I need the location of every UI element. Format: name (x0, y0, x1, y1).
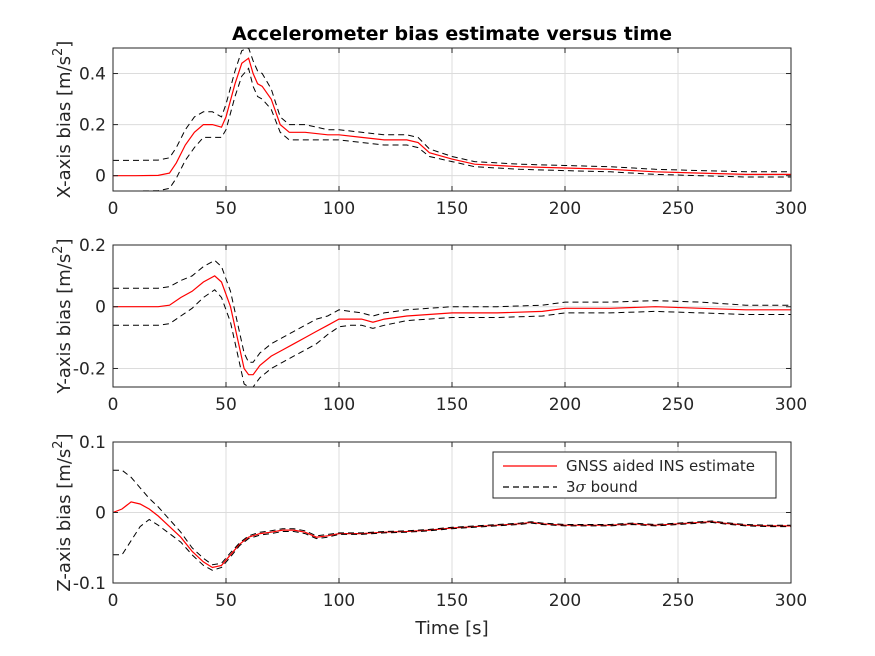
y-axis-label: X-axis bias [m/s2] (51, 41, 75, 199)
y-tick-label: 0.2 (79, 236, 106, 256)
x-tick-label: 250 (662, 591, 694, 611)
x-tick-label: 150 (436, 199, 468, 219)
x-tick-label: 200 (549, 591, 581, 611)
y-axis-label: Y-axis bias [m/s2] (51, 238, 75, 394)
x-tick-label: 300 (775, 591, 807, 611)
x-axis-label: Time [s] (414, 618, 488, 639)
x-tick-label: 250 (662, 395, 694, 415)
x-tick-label: 0 (108, 395, 119, 415)
y-tick-label: 0 (95, 167, 106, 187)
y-axis-label: Z-axis bias [m/s2] (51, 433, 75, 591)
subplot-2: 0 50 100 150 200 250 300-0.200.2Y-axis bias [m… (51, 236, 807, 415)
subplot-3: 0 50 100 150 200 250 300-0.100.1Z-axis bias [m… (51, 433, 807, 639)
legend: GNSS aided INS estimate 3σ bound (492, 451, 777, 499)
bound-line-2 (113, 469, 791, 566)
y-tick-label: -0.2 (73, 359, 106, 379)
y-tick-label: 0.1 (79, 433, 106, 453)
x-tick-label: 250 (662, 199, 694, 219)
x-tick-label: 150 (436, 395, 468, 415)
x-tick-label: 100 (323, 395, 355, 415)
y-tick-label: 0.2 (79, 116, 106, 136)
y-tick-label: 0.4 (79, 65, 106, 85)
series-group (113, 259, 791, 387)
legend-box (492, 451, 777, 499)
estimate-line-1 (113, 57, 791, 177)
legend-label-1: GNSS aided INS estimate (566, 457, 755, 475)
series-group (113, 469, 791, 571)
x-tick-label: 50 (215, 199, 237, 219)
y-tick-label: 0 (95, 298, 106, 318)
series-group (113, 48, 791, 191)
bound-line-3 (113, 289, 791, 387)
x-tick-label: 200 (549, 199, 581, 219)
subplot-1: 0 50 100 150 200 250 300 0 0.2 0.4X-axis bias [m/… (51, 41, 807, 219)
y-tick-label: -0.1 (73, 574, 106, 594)
y-tick-label: 0 (95, 504, 106, 524)
bound-line-2 (113, 259, 791, 363)
x-tick-label: 50 (215, 395, 237, 415)
x-tick-label: 150 (436, 591, 468, 611)
bound-line-2 (113, 48, 791, 173)
x-tick-label: 200 (549, 395, 581, 415)
legend-label-2: 3σ bound (566, 478, 638, 496)
x-tick-label: 300 (775, 199, 807, 219)
x-tick-label: 50 (215, 591, 237, 611)
bound-line-3 (113, 67, 791, 191)
x-tick-label: 100 (323, 591, 355, 611)
x-tick-label: 0 (108, 199, 119, 219)
chart-title: Accelerometer bias estimate versus time (232, 23, 672, 45)
estimate-line-1 (113, 275, 791, 376)
x-tick-label: 300 (775, 395, 807, 415)
x-tick-label: 0 (108, 591, 119, 611)
x-tick-label: 100 (323, 199, 355, 219)
estimate-line-1 (113, 501, 791, 569)
